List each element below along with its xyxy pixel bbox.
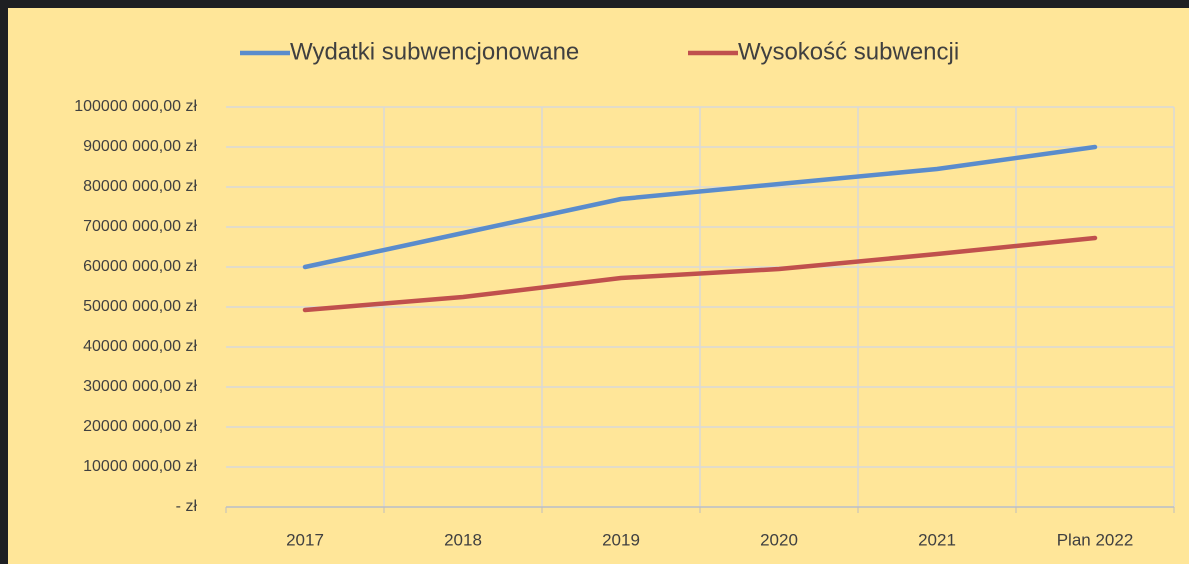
legend-label: Wysokość subwencji: [738, 38, 959, 65]
y-tick-label: 40000 000,00 zł: [83, 338, 197, 355]
series-line: [302, 235, 1098, 313]
x-tick-label: 2017: [286, 530, 324, 549]
x-tick-label: 2018: [444, 530, 482, 549]
y-tick-label: 60000 000,00 zł: [83, 258, 197, 275]
y-tick-label: 100000 000,00 zł: [74, 98, 197, 115]
y-tick-label: 20000 000,00 zł: [83, 418, 197, 435]
y-tick-label: 70000 000,00 zł: [83, 218, 197, 235]
x-tick-label: 2021: [918, 530, 956, 549]
x-tick-label: 2020: [760, 530, 798, 549]
x-tick-label: Plan 2022: [1057, 530, 1134, 549]
y-tick-label: 80000 000,00 zł: [83, 178, 197, 195]
y-tick-label: 30000 000,00 zł: [83, 378, 197, 395]
chart-background: [8, 8, 1189, 564]
y-tick-label: - zł: [176, 498, 198, 515]
y-tick-label: 90000 000,00 zł: [83, 138, 197, 155]
series-line: [302, 144, 1098, 270]
legend-label: Wydatki subwencjonowane: [290, 38, 579, 65]
x-tick-label: 2019: [602, 530, 640, 549]
y-tick-label: 10000 000,00 zł: [83, 458, 197, 475]
y-tick-label: 50000 000,00 zł: [83, 298, 197, 315]
